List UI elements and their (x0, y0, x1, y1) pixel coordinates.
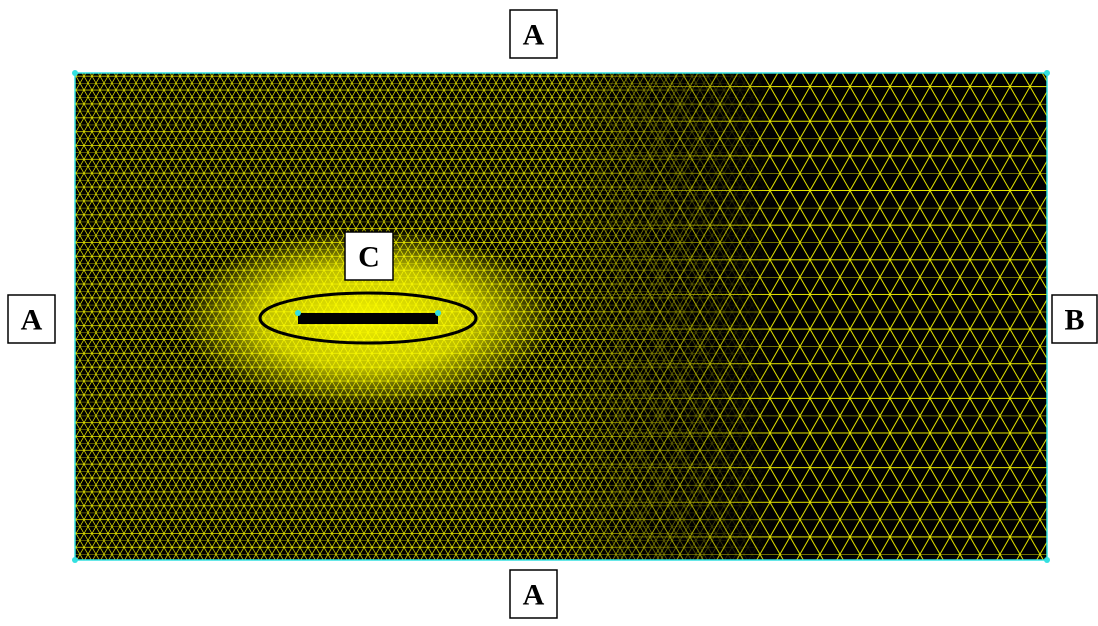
label-top: A (510, 10, 557, 58)
label-plate: C (345, 232, 393, 280)
mesh-domain (72, 70, 1050, 563)
page: A A A B C (() => { const data = JSON.par… (0, 0, 1098, 626)
label-text: A (523, 19, 545, 52)
mesh-figure: A A A B C (0, 0, 1098, 626)
label-text: C (358, 241, 380, 274)
label-text: A (21, 304, 43, 337)
label-left: A (8, 295, 55, 343)
label-text: A (523, 579, 545, 612)
label-right: B (1052, 295, 1097, 343)
label-text: B (1064, 304, 1084, 337)
label-bottom: A (510, 570, 557, 618)
